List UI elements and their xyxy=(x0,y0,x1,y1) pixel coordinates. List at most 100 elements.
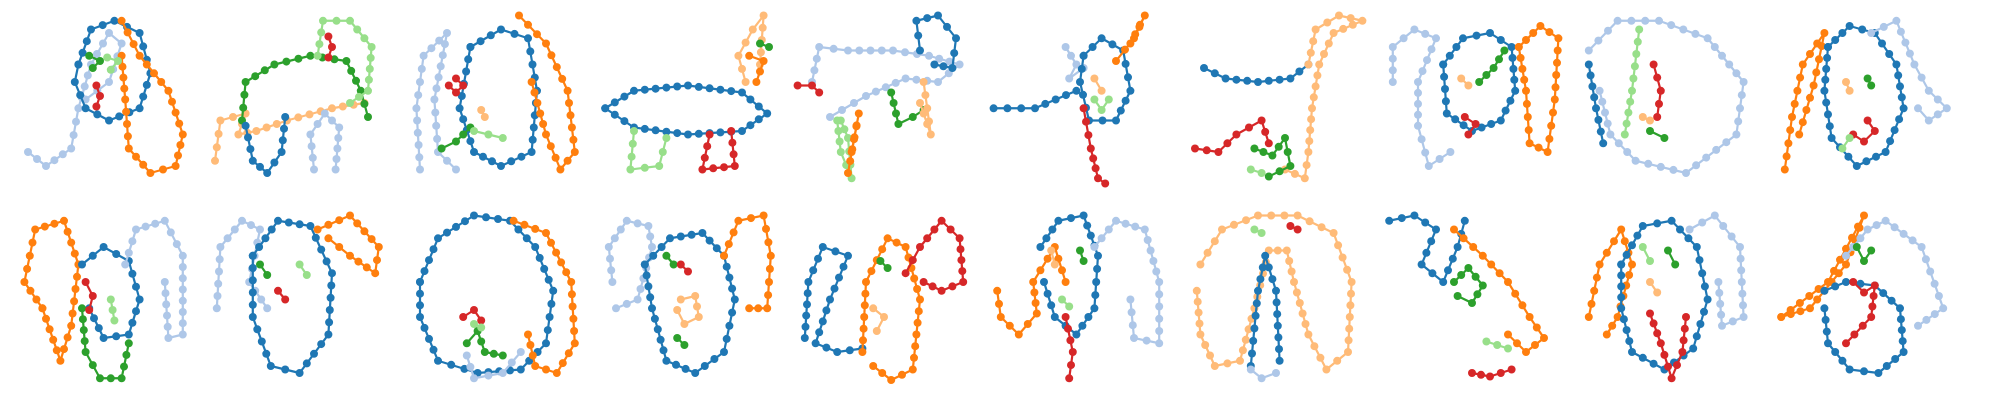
stroke-point xyxy=(1388,78,1397,86)
sketch-16 xyxy=(990,211,1170,387)
stroke-point xyxy=(1926,267,1935,276)
stroke-point xyxy=(163,322,172,331)
stroke-point xyxy=(830,284,839,293)
stroke-point xyxy=(1896,315,1905,324)
stroke-point xyxy=(272,120,281,128)
stroke-point xyxy=(1628,241,1636,250)
stroke-point xyxy=(880,313,888,321)
stroke-point xyxy=(163,311,171,320)
stroke-point xyxy=(328,104,336,113)
stroke-point xyxy=(178,296,187,305)
stroke-point xyxy=(839,262,848,271)
stroke-point xyxy=(1451,115,1460,124)
stroke-red xyxy=(1842,278,1879,348)
stroke-lightorange xyxy=(477,106,489,121)
stroke-blue xyxy=(640,229,739,377)
stroke-point xyxy=(1882,362,1891,370)
stroke-line xyxy=(1780,214,1866,319)
sketch-7 xyxy=(1186,11,1367,187)
stroke-point xyxy=(1005,321,1014,330)
stroke-point xyxy=(356,86,365,95)
stroke-point xyxy=(60,216,68,225)
stroke-point xyxy=(814,254,822,263)
stroke-lightblue xyxy=(604,216,656,313)
stroke-point xyxy=(1496,36,1505,44)
stroke-point xyxy=(96,57,104,65)
stroke-point xyxy=(891,78,900,87)
stroke-point xyxy=(1867,313,1876,321)
sketch-canvas xyxy=(1192,211,1356,383)
stroke-point xyxy=(1195,319,1204,328)
stroke-point xyxy=(67,321,76,330)
stroke-point xyxy=(1507,365,1516,374)
stroke-point xyxy=(1627,16,1636,25)
sketch-6 xyxy=(989,11,1170,188)
stroke-point xyxy=(452,222,460,231)
stroke-point xyxy=(694,129,703,138)
stroke-green xyxy=(876,257,892,272)
stroke-point xyxy=(1806,304,1814,313)
stroke-point xyxy=(1482,337,1491,346)
stroke-point xyxy=(99,243,108,251)
stroke-point xyxy=(1439,278,1448,286)
sketch-14 xyxy=(598,211,778,387)
stroke-point xyxy=(118,62,127,71)
stroke-orange xyxy=(20,216,83,365)
stroke-point xyxy=(552,248,561,257)
stroke-point xyxy=(157,78,166,86)
stroke-point xyxy=(1155,327,1164,335)
stroke-point xyxy=(730,162,739,170)
stroke-point xyxy=(1104,95,1113,104)
stroke-point xyxy=(1895,115,1904,124)
stroke-point xyxy=(630,127,638,135)
stroke-point xyxy=(459,130,468,139)
stroke-point xyxy=(121,260,130,269)
stroke-point xyxy=(466,137,475,146)
stroke-point xyxy=(93,110,102,119)
stroke-point xyxy=(353,219,362,228)
stroke-line xyxy=(1082,107,1107,185)
stroke-point xyxy=(908,365,917,374)
stroke-point xyxy=(1193,297,1202,306)
stroke-lightblue xyxy=(1388,25,1455,170)
stroke-point xyxy=(1421,29,1430,38)
stroke-lightgreen xyxy=(470,127,507,142)
stroke-point xyxy=(1140,225,1149,234)
stroke-point xyxy=(930,225,939,234)
stroke-red xyxy=(459,306,486,325)
stroke-point xyxy=(1058,295,1066,304)
stroke-point xyxy=(347,66,356,75)
stroke-point xyxy=(568,302,577,311)
stroke-point xyxy=(1446,148,1455,156)
stroke-point xyxy=(728,138,737,147)
stroke-blue xyxy=(601,81,772,139)
stroke-point xyxy=(1460,113,1469,121)
stroke-line xyxy=(1283,14,1364,180)
stroke-point xyxy=(1547,121,1556,130)
stroke-orange xyxy=(1450,225,1548,356)
stroke-point xyxy=(1860,288,1868,297)
stroke-point xyxy=(171,162,180,170)
stroke-point xyxy=(1417,260,1426,269)
stroke-point xyxy=(601,104,610,113)
stroke-point xyxy=(1323,18,1332,27)
stroke-point xyxy=(1298,309,1307,318)
stroke-point xyxy=(860,313,869,321)
stroke-point xyxy=(644,282,653,291)
stroke-point xyxy=(524,34,532,43)
stroke-lightgreen xyxy=(1838,134,1854,153)
stroke-point xyxy=(434,356,442,365)
stroke-point xyxy=(1824,110,1832,119)
stroke-point xyxy=(628,139,637,148)
stroke-point xyxy=(730,295,739,304)
stroke-point xyxy=(416,313,424,321)
stroke-point xyxy=(498,351,507,360)
stroke-point xyxy=(1788,113,1796,121)
stroke-point xyxy=(606,254,614,263)
stroke-point xyxy=(82,37,91,46)
stroke-point xyxy=(317,28,326,37)
stroke-point xyxy=(754,102,763,111)
stroke-point xyxy=(241,121,250,130)
stroke-point xyxy=(1892,16,1901,25)
stroke-point xyxy=(1496,369,1505,377)
